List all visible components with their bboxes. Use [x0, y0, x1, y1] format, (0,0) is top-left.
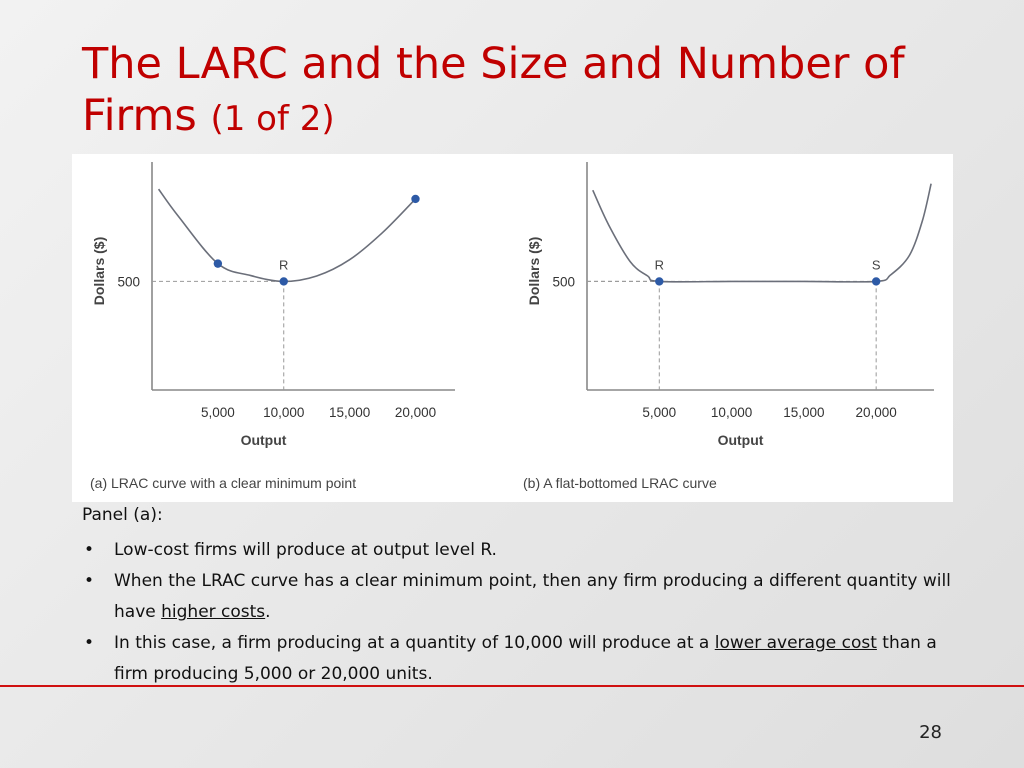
chart-a-y-axis-title: Dollars ($) — [91, 237, 107, 305]
bullet-2-text: When the LRAC curve has a clear minimum … — [114, 571, 951, 622]
page-number: 28 — [919, 722, 942, 743]
chart-b-xtick-label: 15,000 — [783, 405, 824, 420]
chart-a-xtick-label: 20,000 — [395, 405, 436, 420]
slide-title-suffix: (1 of 2) — [210, 99, 335, 139]
chart-a-ytick-label: 500 — [117, 274, 140, 289]
chart-a-x-axis-title: Output — [241, 432, 287, 448]
chart-b-xtick-label: 20,000 — [856, 405, 897, 420]
figure-panel: R 5,000 10,000 15,000 20,000 500 Output Dollars… — [72, 154, 953, 502]
chart-b-ytick-label: 500 — [552, 274, 575, 289]
bullet-dot: • — [84, 571, 95, 591]
notes: Panel (a): • Low-cost firms will produce… — [82, 504, 962, 690]
bullet-2-end: . — [265, 602, 271, 622]
bullet-2: • When the LRAC curve has a clear minimu… — [82, 566, 962, 628]
chart-a-xtick-label: 5,000 — [201, 405, 235, 420]
lower-average-cost-link[interactable]: lower average cost — [714, 633, 877, 653]
bullet-3-text: In this case, a firm producing at a quan… — [114, 633, 715, 653]
chart-a-xtick-label: 15,000 — [329, 405, 370, 420]
chart-a-point-label-r: R — [279, 257, 288, 272]
chart-b-point-label-s: S — [872, 257, 881, 272]
chart-a-point-0 — [213, 259, 223, 268]
lrac-charts: R 5,000 10,000 15,000 20,000 500 Output Dollars… — [90, 162, 934, 491]
chart-a-caption: (a) LRAC curve with a clear minimum poin… — [90, 475, 356, 491]
chart-b-xtick-label: 10,000 — [711, 405, 752, 420]
footer-rule — [0, 685, 1024, 687]
chart-a-xtick-label: 10,000 — [263, 405, 304, 420]
bullet-3: • In this case, a firm producing at a qu… — [82, 628, 962, 690]
slide-title: The LARC and the Size and Number of Firm… — [82, 38, 962, 145]
chart-a-point-2 — [411, 194, 420, 204]
bullet-1-text: Low-cost firms will produce at output le… — [114, 540, 497, 560]
chart-b-xtick-label: 5,000 — [642, 405, 676, 420]
chart-b-point-0 — [655, 277, 664, 286]
chart-b-point-label-r: R — [655, 257, 664, 272]
slide-title-text: The LARC and the Size and Number of Firm… — [82, 39, 905, 141]
notes-heading: Panel (a): — [82, 505, 163, 525]
bullet-3-end: than a firm producing 5,000 or 20,000 un… — [114, 633, 937, 684]
chart-a-point-1 — [279, 277, 288, 286]
chart-b-lrac-curve — [592, 183, 932, 283]
bullet-1: • Low-cost firms will produce at output … — [82, 535, 962, 566]
bullet-dot: • — [84, 540, 95, 560]
higher-costs-link[interactable]: higher costs — [161, 602, 266, 622]
chart-b-point-1 — [871, 277, 881, 286]
chart-b-x-axis-title: Output — [718, 432, 764, 448]
bullet-dot: • — [84, 633, 95, 653]
chart-b-y-axis-title: Dollars ($) — [526, 237, 542, 305]
chart-b-caption: (b) A flat-bottomed LRAC curve — [523, 475, 717, 491]
